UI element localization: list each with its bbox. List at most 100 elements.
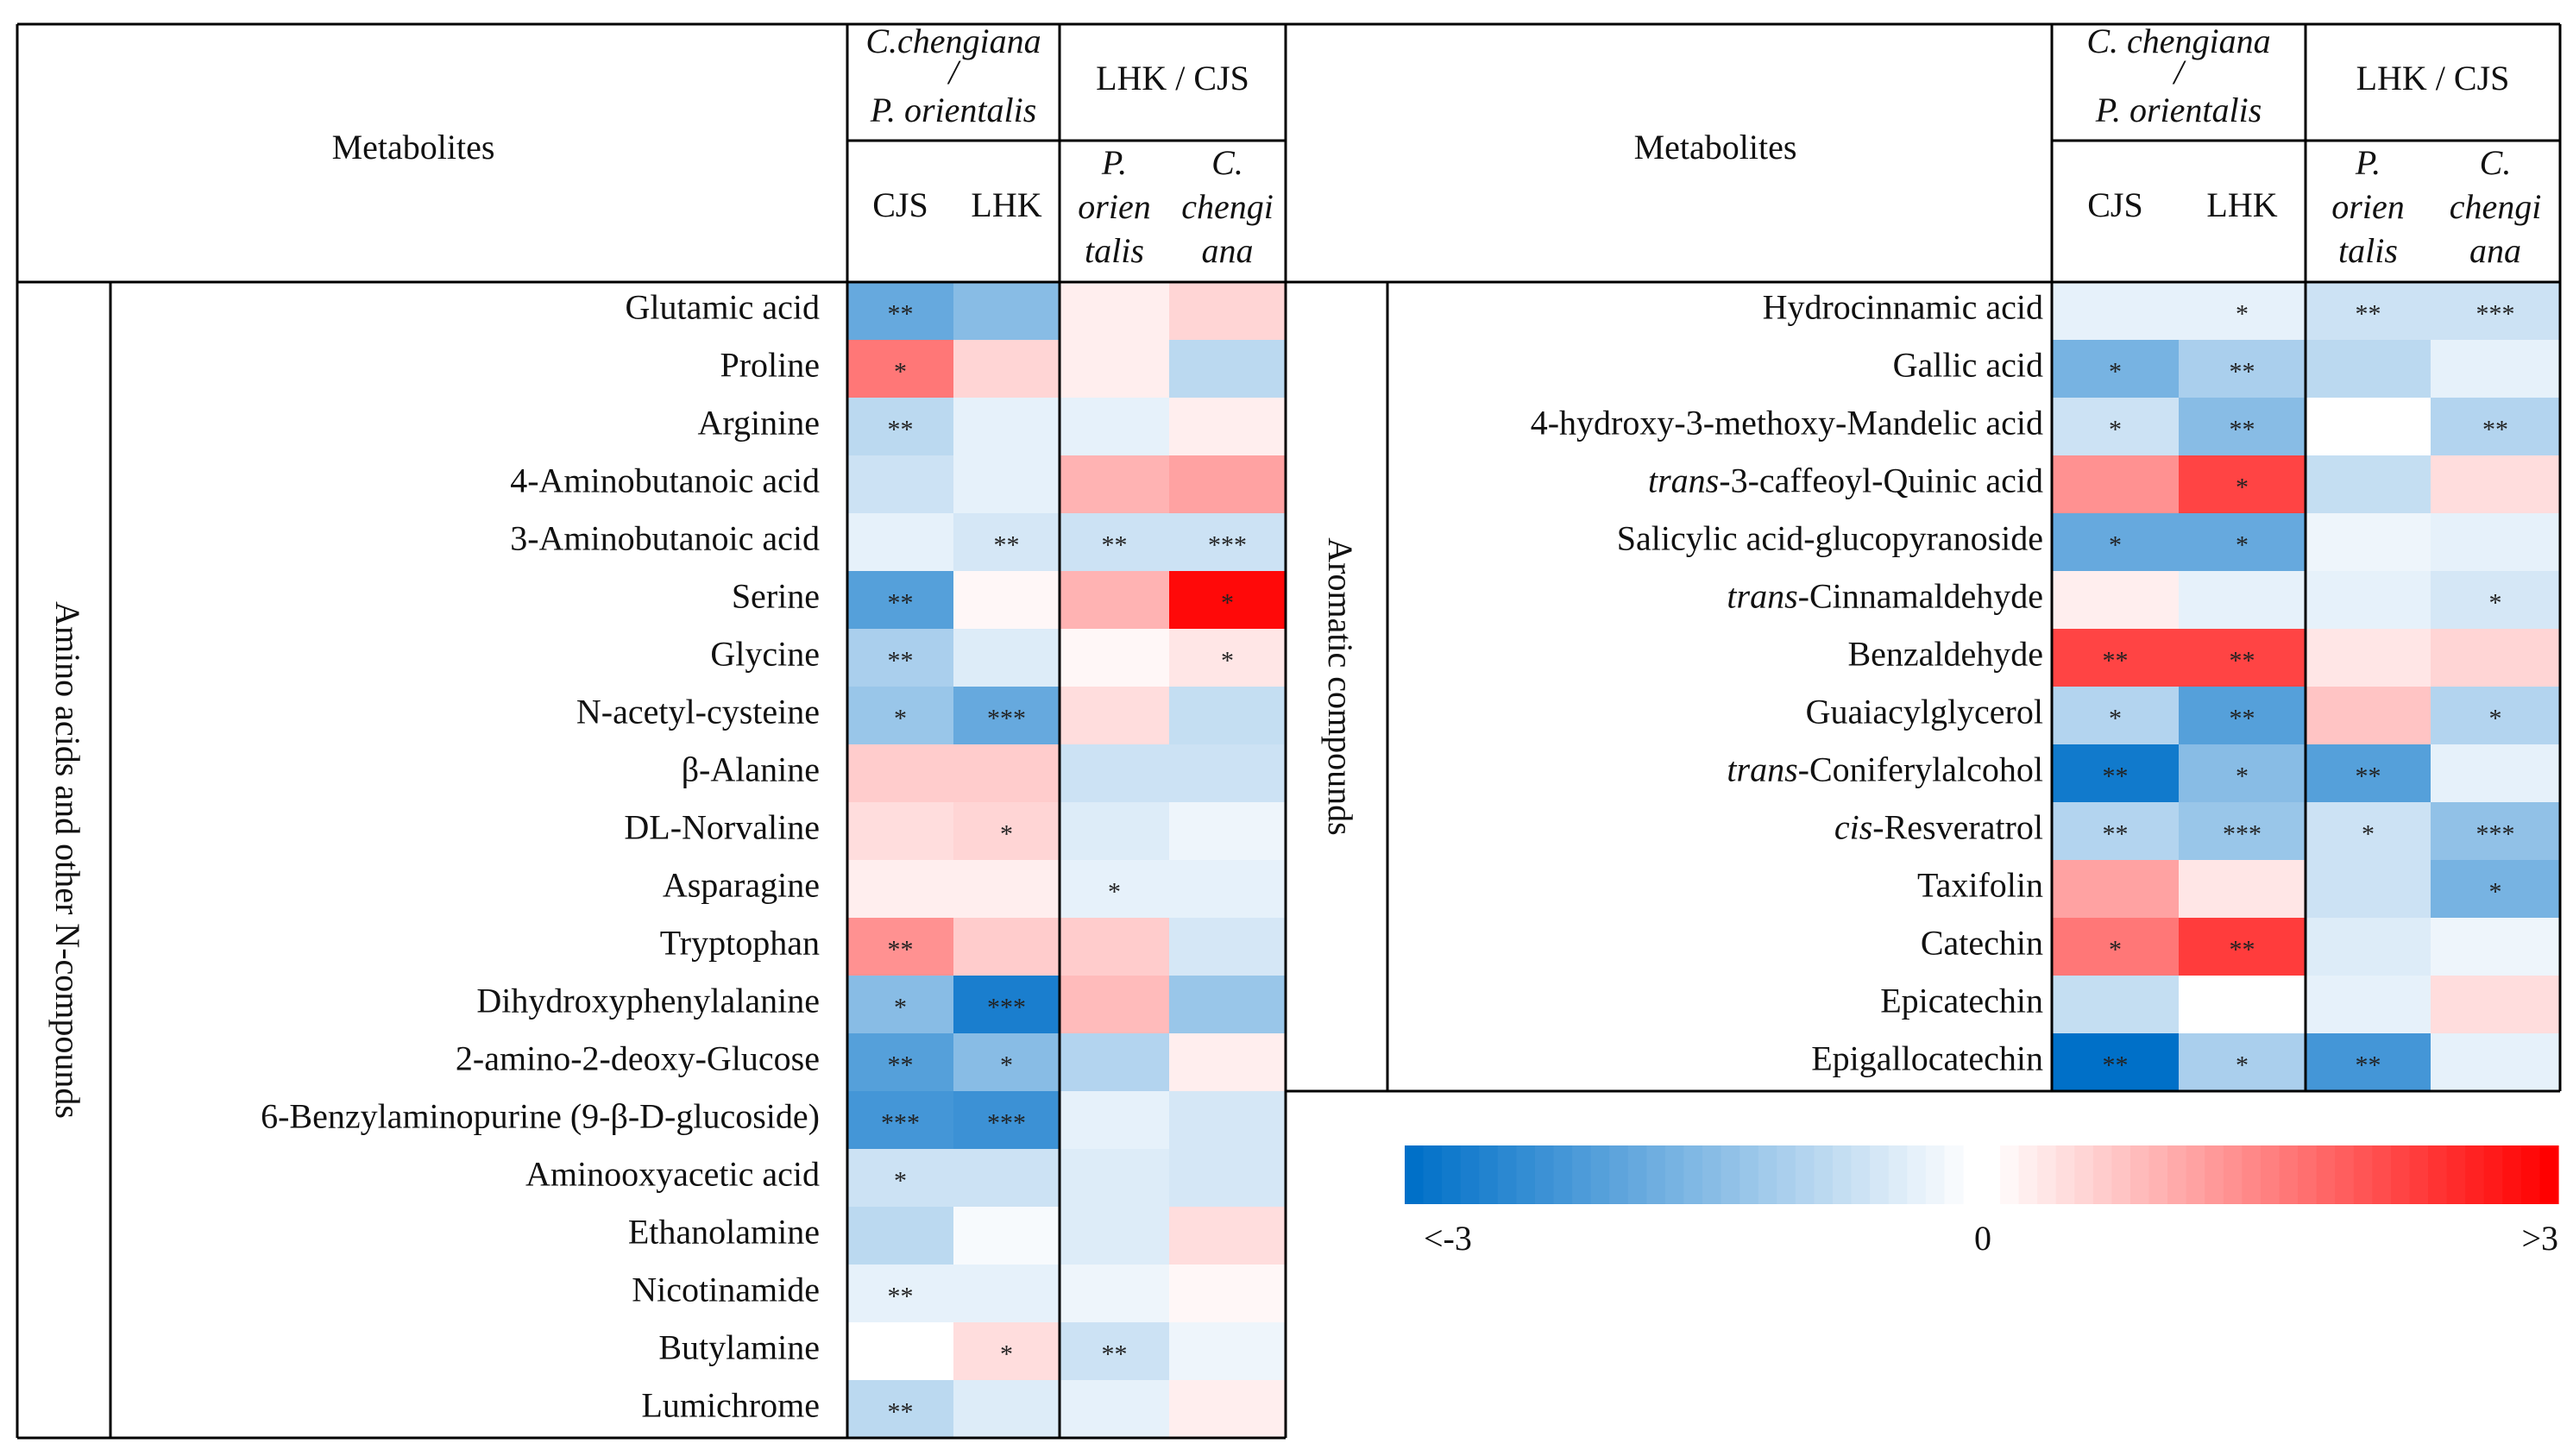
heatmap-cell	[2052, 918, 2179, 976]
heatmap-cell	[847, 918, 953, 976]
column-header-cc: chengi	[1181, 187, 1274, 226]
legend-swatch	[2316, 1145, 2336, 1204]
legend-swatch	[2428, 1145, 2448, 1204]
heatmap-cell	[2179, 340, 2306, 398]
heatmap-cell	[953, 1322, 1060, 1380]
heatmap-cell	[953, 1380, 1060, 1438]
heatmap-cell	[1169, 1380, 1286, 1438]
heatmap-cell	[1169, 455, 1286, 513]
column-header-lhk: LHK	[2206, 185, 2277, 224]
significance-mark: *	[2109, 357, 2122, 386]
heatmap-cell	[2179, 513, 2306, 571]
legend-swatch	[1553, 1145, 1573, 1204]
heatmap-cell	[1169, 340, 1286, 398]
heatmap-cell	[1169, 629, 1286, 687]
heatmap-cell	[953, 282, 1060, 340]
heatmap-cell	[953, 513, 1060, 571]
heatmap-cell	[2179, 918, 2306, 976]
legend-swatch	[2186, 1145, 2205, 1204]
heatmap-cell	[1060, 629, 1169, 687]
legend-swatch	[2539, 1145, 2559, 1204]
heatmap-cell	[1060, 513, 1169, 571]
heatmap-cell	[847, 1207, 953, 1265]
legend-swatch	[2129, 1145, 2150, 1204]
heatmap-cell	[1169, 571, 1286, 629]
significance-mark: **	[2230, 357, 2255, 386]
heatmap-cell	[2306, 860, 2431, 918]
heatmap-cell	[2306, 918, 2431, 976]
heatmap-cell	[1060, 1265, 1169, 1322]
heatmap-cell	[2179, 687, 2306, 744]
heatmap-cell	[1169, 918, 1286, 976]
legend-swatch	[2502, 1145, 2522, 1204]
legend-swatch	[1460, 1145, 1480, 1204]
heatmap-cell	[2306, 687, 2431, 744]
heatmap-cell	[2431, 513, 2560, 571]
significance-mark: ***	[987, 704, 1026, 732]
heatmap-cell	[953, 687, 1060, 744]
heatmap-cell	[2052, 744, 2179, 802]
significance-mark: **	[2103, 646, 2129, 675]
heatmap-cell	[2179, 455, 2306, 513]
legend-swatch	[1739, 1145, 1759, 1204]
legend-swatch	[1683, 1145, 1703, 1204]
heatmap-cell	[2052, 398, 2179, 455]
heatmap-cell	[1060, 455, 1169, 513]
significance-mark: *	[894, 704, 907, 732]
heatmap-cell	[2052, 513, 2179, 571]
heatmap-cell	[2306, 513, 2431, 571]
significance-mark: **	[888, 1282, 914, 1310]
legend-swatch	[1870, 1145, 1890, 1204]
heatmap-cell	[2179, 860, 2306, 918]
legend-swatch	[2372, 1145, 2392, 1204]
heatmap-cell	[2431, 687, 2560, 744]
metabolite-label: Nicotinamide	[632, 1271, 820, 1309]
significance-mark: **	[888, 1397, 914, 1426]
legend-swatch	[1944, 1145, 1964, 1204]
heatmap-cell	[1169, 744, 1286, 802]
heatmap-cell	[847, 976, 953, 1033]
heatmap-cell	[1060, 1380, 1169, 1438]
legend-swatch	[1479, 1145, 1499, 1204]
legend-swatch	[2111, 1145, 2131, 1204]
heatmap-cell	[1169, 1091, 1286, 1149]
heatmap-cell	[2179, 1033, 2306, 1091]
heatmap-cell	[953, 1207, 1060, 1265]
column-header-cc: ana	[1202, 231, 1254, 270]
legend-swatch	[1516, 1145, 1536, 1204]
heatmap-cell	[2306, 398, 2431, 455]
column-header-po: P.	[2355, 143, 2381, 182]
metabolite-label: Ethanolamine	[628, 1213, 820, 1252]
significance-mark: *	[2489, 588, 2502, 617]
heatmap-cell	[1060, 340, 1169, 398]
metabolite-label: Catechin	[1921, 924, 2043, 963]
legend-swatch	[1777, 1145, 1796, 1204]
metabolite-label: β-Alanine	[682, 750, 820, 789]
significance-mark: *	[894, 1166, 907, 1195]
column-header-po: talis	[2338, 231, 2398, 270]
heatmap-cell	[953, 802, 1060, 860]
metabolite-label: Guaiacylglycerol	[1806, 693, 2043, 731]
heatmap-cell	[1060, 571, 1169, 629]
metabolite-label: Epigallocatechin	[1811, 1039, 2043, 1078]
heatmap-cell	[1060, 1149, 1169, 1207]
significance-mark: **	[2482, 415, 2508, 443]
heatmap-cell	[1060, 1033, 1169, 1091]
significance-mark: **	[2230, 646, 2255, 675]
significance-mark: *	[2489, 704, 2502, 732]
significance-mark: *	[2236, 299, 2249, 328]
heatmap-cell	[953, 1033, 1060, 1091]
legend-swatch	[2390, 1145, 2411, 1204]
significance-mark: ***	[2476, 299, 2515, 328]
heatmap-cell	[953, 398, 1060, 455]
heatmap-cell	[1169, 1322, 1286, 1380]
significance-mark: *	[1221, 588, 1234, 617]
significance-mark: *	[2109, 704, 2122, 732]
heatmap-cell	[2431, 802, 2560, 860]
heatmap-cell	[1169, 513, 1286, 571]
legend-swatch	[1646, 1145, 1666, 1204]
heatmap-cell	[1060, 918, 1169, 976]
heatmap-cell	[1060, 860, 1169, 918]
legend-swatch	[1590, 1145, 1610, 1204]
significance-mark: **	[2230, 415, 2255, 443]
